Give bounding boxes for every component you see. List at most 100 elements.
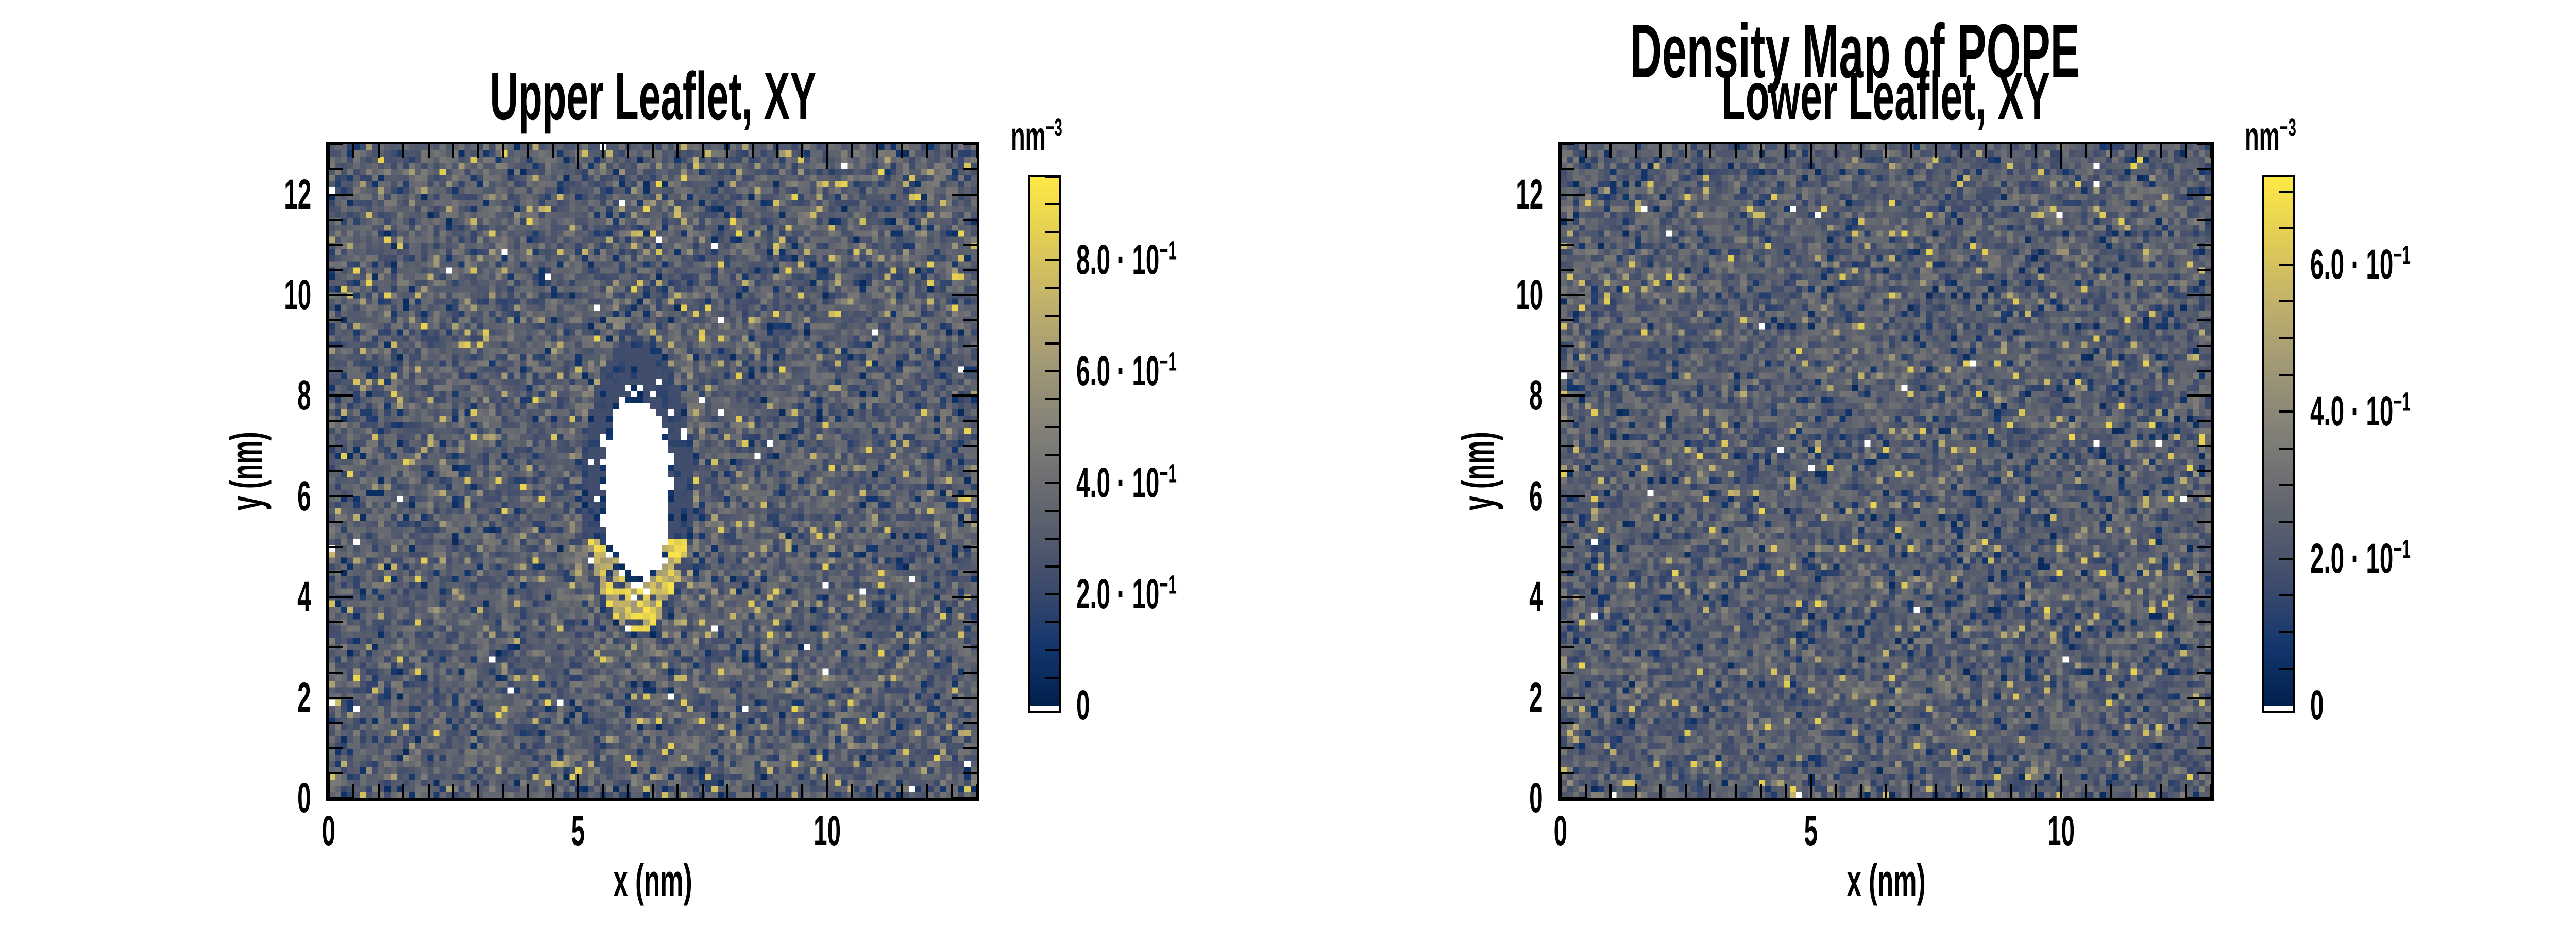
colorbar-unit-label: nm−3 bbox=[2245, 112, 2333, 160]
axis-tick bbox=[1709, 144, 1711, 158]
y-tick-label-text: 0 bbox=[297, 775, 311, 821]
x-tick-label: 5 bbox=[1749, 806, 1873, 856]
axis-tick bbox=[776, 784, 778, 798]
y-tick-label-text: 8 bbox=[297, 372, 311, 419]
axis-tick bbox=[2197, 345, 2211, 347]
axis-tick bbox=[2210, 144, 2212, 158]
axis-tick bbox=[1635, 144, 1637, 158]
colorbar-tick-label-text: 6.0 · 10−1 bbox=[1076, 347, 1177, 395]
axis-tick bbox=[1561, 269, 1574, 271]
axis-tick bbox=[452, 144, 454, 158]
axis-tick bbox=[329, 722, 343, 724]
axis-tick bbox=[602, 144, 604, 158]
axis-tick bbox=[2197, 370, 2211, 372]
axis-tick bbox=[963, 420, 977, 422]
axis-tick bbox=[926, 144, 928, 158]
colorbar-tick bbox=[2279, 227, 2293, 229]
axis-tick bbox=[352, 144, 354, 158]
axis-tick bbox=[963, 319, 977, 321]
axis-tick bbox=[352, 784, 354, 798]
colorbar-tick-label: 0 bbox=[2310, 681, 2334, 730]
axis-tick bbox=[602, 784, 604, 798]
axis-tick bbox=[752, 144, 754, 158]
colorbar-gradient bbox=[1030, 177, 1059, 706]
axis-tick bbox=[876, 784, 878, 798]
axis-tick bbox=[826, 774, 828, 798]
axis-tick bbox=[826, 144, 828, 169]
axis-tick bbox=[963, 571, 977, 573]
axis-tick bbox=[2197, 143, 2211, 145]
axis-tick bbox=[378, 144, 380, 158]
x-tick-label-text: 0 bbox=[1553, 808, 1568, 854]
colorbar-tick-label-text: 6.0 · 10−1 bbox=[2310, 240, 2411, 288]
axis-tick bbox=[976, 784, 978, 798]
axis-tick bbox=[1635, 784, 1637, 798]
y-tick-label: 0 bbox=[188, 774, 311, 823]
density-heatmap-canvas bbox=[329, 144, 977, 798]
y-tick-label-text: 0 bbox=[1529, 775, 1543, 821]
colorbar-unit-text: nm−3 bbox=[1011, 113, 1062, 159]
axis-tick bbox=[1561, 345, 1574, 347]
axis-tick bbox=[328, 144, 330, 169]
axis-tick bbox=[776, 144, 778, 158]
axis-tick bbox=[1561, 772, 1574, 774]
axis-tick bbox=[963, 470, 977, 472]
axis-tick bbox=[1960, 144, 1962, 158]
axis-tick bbox=[726, 784, 728, 798]
axis-tick bbox=[801, 144, 803, 158]
axis-tick bbox=[1659, 144, 1662, 158]
axis-tick bbox=[2197, 521, 2211, 523]
axis-tick bbox=[329, 143, 343, 145]
figure-title: Density Map of POPE bbox=[0, 10, 2576, 93]
axis-tick bbox=[963, 345, 977, 347]
axis-tick bbox=[2135, 144, 2137, 158]
x-tick-label-text: 10 bbox=[814, 808, 841, 854]
axis-tick bbox=[2197, 420, 2211, 422]
axis-tick bbox=[901, 784, 903, 798]
axis-tick bbox=[329, 445, 343, 447]
axis-tick bbox=[552, 144, 554, 158]
colorbar-tick bbox=[1045, 676, 1059, 679]
colorbar-tick-label: 4.0 · 10−1 bbox=[1076, 458, 1249, 508]
colorbar-tick bbox=[1045, 426, 1059, 428]
axis-tick bbox=[1585, 784, 1587, 798]
axis-tick bbox=[329, 521, 343, 523]
colorbar-tick-label: 6.0 · 10−1 bbox=[1076, 347, 1249, 396]
axis-tick bbox=[627, 144, 629, 158]
y-tick-label: 6 bbox=[1419, 472, 1543, 521]
colorbar-tick bbox=[2279, 264, 2293, 266]
axis-tick bbox=[1609, 784, 1612, 798]
axis-tick bbox=[627, 784, 629, 798]
axis-tick bbox=[676, 784, 679, 798]
colorbar-unit-text: nm−3 bbox=[2245, 113, 2296, 159]
axis-tick bbox=[1561, 445, 1574, 447]
colorbar-tick bbox=[2279, 557, 2293, 560]
axis-tick bbox=[2060, 144, 2062, 169]
axis-tick bbox=[329, 495, 353, 497]
axis-tick bbox=[2187, 294, 2211, 296]
colorbar-tick bbox=[2279, 521, 2293, 523]
colorbar bbox=[1028, 175, 1061, 713]
axis-tick bbox=[1709, 784, 1711, 798]
axis-tick bbox=[329, 194, 353, 196]
axis-tick bbox=[329, 319, 343, 321]
colorbar-tick bbox=[1045, 621, 1059, 623]
x-tick-label-text: 0 bbox=[321, 808, 336, 854]
axis-tick bbox=[329, 772, 343, 774]
colorbar-tick bbox=[1045, 482, 1059, 484]
axis-tick bbox=[329, 394, 353, 397]
axis-tick bbox=[1685, 784, 1687, 798]
axis-tick bbox=[452, 784, 454, 798]
axis-tick bbox=[1760, 144, 1762, 158]
panel-title-text: Lower Leaflet, XY bbox=[1721, 58, 2050, 134]
y-tick-label-text: 2 bbox=[1529, 674, 1543, 721]
x-tick-label: 10 bbox=[1999, 806, 2123, 856]
axis-tick bbox=[1561, 747, 1574, 749]
axis-tick bbox=[963, 269, 977, 271]
axis-tick bbox=[328, 774, 330, 798]
axis-tick bbox=[752, 784, 754, 798]
axis-tick bbox=[1835, 144, 1837, 158]
axis-tick bbox=[2197, 470, 2211, 472]
axis-tick bbox=[329, 747, 343, 749]
